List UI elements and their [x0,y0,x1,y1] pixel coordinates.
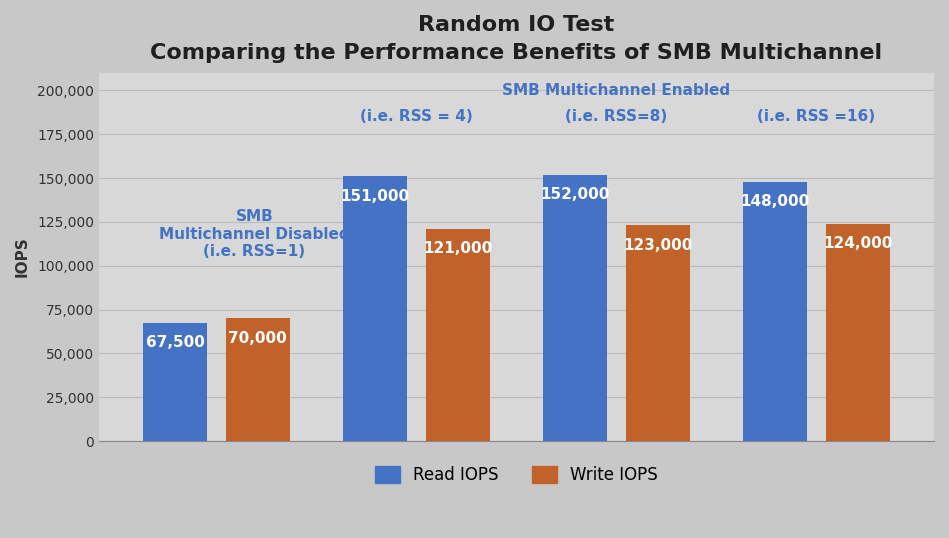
Title: Random IO Test
Comparing the Performance Benefits of SMB Multichannel: Random IO Test Comparing the Performance… [150,15,883,63]
Text: (i.e. RSS =16): (i.e. RSS =16) [757,109,876,124]
Text: (i.e. RSS = 4): (i.e. RSS = 4) [360,109,473,124]
Text: (i.e. RSS=8): (i.e. RSS=8) [566,109,667,124]
Legend: Read IOPS, Write IOPS: Read IOPS, Write IOPS [375,466,658,484]
Text: SMB Multichannel Enabled: SMB Multichannel Enabled [502,83,731,98]
Text: 121,000: 121,000 [423,241,493,256]
Bar [425,229,490,441]
Bar [344,176,407,441]
Y-axis label: IOPS: IOPS [15,237,30,278]
Text: 70,000: 70,000 [228,331,287,345]
Text: 123,000: 123,000 [623,238,693,253]
Text: 124,000: 124,000 [823,236,892,251]
Bar [743,182,808,441]
Bar [625,225,690,441]
Text: 152,000: 152,000 [541,187,610,202]
Bar [143,323,207,441]
Text: 148,000: 148,000 [740,194,809,209]
Text: SMB
Multichannel Disabled
(i.e. RSS=1): SMB Multichannel Disabled (i.e. RSS=1) [159,209,350,259]
Bar [543,174,607,441]
Bar [226,318,289,441]
Text: 151,000: 151,000 [341,189,410,203]
Bar [826,224,890,441]
Text: 67,500: 67,500 [146,335,205,350]
